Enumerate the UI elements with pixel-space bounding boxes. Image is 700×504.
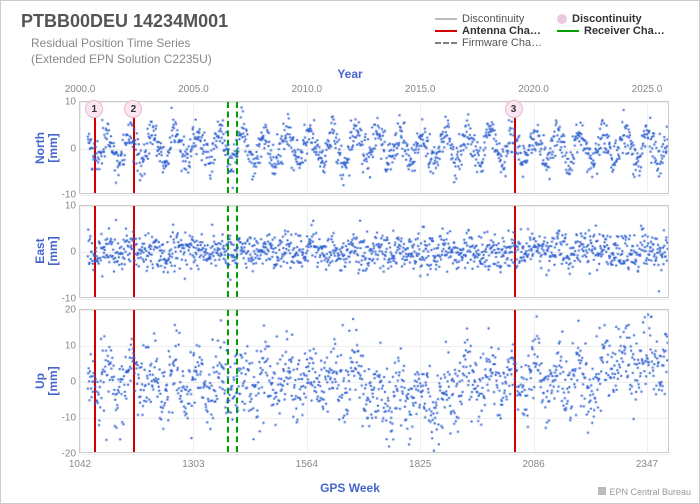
- footer-credit: EPN Central Bureau: [598, 487, 691, 497]
- subplot-up: Up[mm]-20-100102010421303156418252086234…: [79, 309, 669, 453]
- ytick: 0: [48, 143, 76, 154]
- gpsweek-tick: 2347: [636, 459, 658, 470]
- legend-discontinuity-marker: Discontinuity: [557, 13, 667, 25]
- year-tick: 2025.0: [632, 84, 663, 95]
- ytick: -10: [48, 412, 76, 423]
- scatter-east: [80, 206, 668, 297]
- gpsweek-tick: 1564: [296, 459, 318, 470]
- ytick: 10: [48, 200, 76, 211]
- subplot-north: North[mm]-100102000.02005.02010.02015.02…: [79, 101, 669, 194]
- subtitle-line1: Residual Position Time Series: [31, 36, 212, 52]
- antenna-swatch: [435, 30, 457, 32]
- legend-receiver: Receiver Chan…: [557, 25, 667, 37]
- subplot-east: East[mm]-10010: [79, 205, 669, 298]
- subtitle-line2: (Extended EPN Solution C2235U): [31, 52, 212, 68]
- ytick: 0: [48, 376, 76, 387]
- legend-firmware: Firmware Cha…: [435, 37, 545, 49]
- gpsweek-tick: 1303: [182, 459, 204, 470]
- bottom-axis-label: GPS Week: [320, 481, 380, 495]
- year-tick: 2005.0: [178, 84, 209, 95]
- chart-title: PTBB00DEU 14234M001: [21, 11, 228, 32]
- year-tick: 2015.0: [405, 84, 436, 95]
- ytick: -20: [48, 448, 76, 459]
- chart-container: PTBB00DEU 14234M001 Residual Position Ti…: [0, 0, 700, 504]
- ytick: 10: [48, 97, 76, 108]
- year-tick: 2020.0: [518, 84, 549, 95]
- year-tick: 2000.0: [65, 84, 96, 95]
- legend-discontinuity-line: Discontinuity: [435, 13, 545, 25]
- discontinuity-marker: 2: [124, 100, 142, 118]
- top-axis-label: Year: [337, 67, 362, 81]
- footer-icon: [598, 487, 606, 495]
- legend-antenna: Antenna Chan…: [435, 25, 545, 37]
- discontinuity-marker: 3: [505, 100, 523, 118]
- discontinuity-marker: 1: [85, 100, 103, 118]
- firmware-swatch: [435, 42, 457, 44]
- legend: Discontinuity Discontinuity Antenna Chan…: [435, 13, 679, 49]
- ytick: -10: [48, 190, 76, 201]
- disc-line-swatch: [435, 18, 457, 20]
- scatter-up: [80, 310, 668, 452]
- plot-area: North[mm]-100102000.02005.02010.02015.02…: [79, 101, 669, 453]
- year-tick: 2010.0: [291, 84, 322, 95]
- disc-dot-swatch: [557, 14, 567, 24]
- ytick: 20: [48, 304, 76, 315]
- chart-subtitle: Residual Position Time Series (Extended …: [31, 36, 212, 67]
- gpsweek-tick: 1825: [409, 459, 431, 470]
- ytick: -10: [48, 294, 76, 305]
- receiver-swatch: [557, 30, 579, 32]
- ytick: 0: [48, 247, 76, 258]
- ytick: 10: [48, 340, 76, 351]
- gpsweek-tick: 1042: [69, 459, 91, 470]
- gpsweek-tick: 2086: [522, 459, 544, 470]
- scatter-north: [80, 102, 668, 193]
